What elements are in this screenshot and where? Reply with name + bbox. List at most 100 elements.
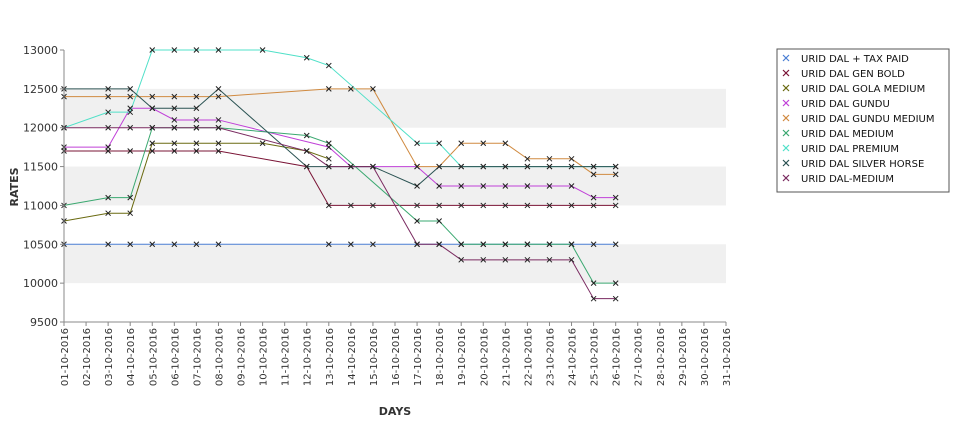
data-point: [149, 241, 156, 248]
x-tick-label: 29-10-2016: [678, 328, 689, 386]
data-point: [414, 163, 420, 170]
legend-item: URID DAL GEN BOLD: [782, 69, 905, 80]
legend-label: URID DAL GEN BOLD: [801, 69, 905, 80]
data-point: [370, 241, 376, 248]
data-point: [524, 256, 531, 263]
data-point: [325, 155, 332, 162]
data-point: [193, 93, 200, 100]
data-point: [215, 47, 222, 53]
legend: URID DAL + TAX PAID URID DAL GEN BOLD URID…: [776, 48, 950, 193]
data-point: [612, 241, 619, 248]
data-point: [149, 105, 156, 112]
legend-marker: [782, 159, 790, 167]
data-point: [612, 202, 619, 209]
series-line: [64, 88, 616, 175]
legend-item: URID DAL GUNDU MEDIUM: [782, 114, 935, 125]
grid-bands: [64, 88, 726, 284]
x-tick-label: 05-10-2016: [148, 328, 159, 386]
data-point: [193, 241, 200, 248]
legend-label: URID DAL MEDIUM: [801, 129, 894, 140]
data-point: [127, 148, 134, 154]
data-point: [414, 202, 420, 209]
x-tick-label: 03-10-2016: [104, 328, 115, 386]
data-point: [502, 241, 509, 248]
data-point: [325, 241, 332, 248]
data-point: [612, 280, 619, 286]
data-point: [303, 163, 310, 170]
x-tick-label: 21-10-2016: [501, 328, 512, 386]
data-point: [127, 194, 134, 201]
data-point: [215, 124, 222, 131]
x-tick-label: 04-10-2016: [126, 328, 137, 386]
legend-label: URID DAL-MEDIUM: [801, 174, 894, 185]
data-point: [590, 295, 597, 302]
data-point: [193, 140, 200, 147]
legend-label: URID DAL GUNDU: [801, 99, 890, 110]
legend-item: URID DAL-MEDIUM: [782, 174, 894, 185]
data-point: [370, 163, 376, 170]
data-point: [149, 124, 156, 131]
data-point: [480, 183, 487, 189]
data-point: [480, 241, 487, 248]
legend-marker: [782, 69, 790, 77]
data-point: [370, 86, 376, 92]
data-point: [171, 140, 178, 147]
x-tick-label: 13-10-2016: [325, 328, 336, 386]
y-tick-label: 11000: [23, 199, 58, 212]
x-tick-label: 15-10-2016: [369, 328, 380, 386]
data-point: [127, 93, 134, 100]
data-point: [414, 241, 420, 248]
data-point: [193, 105, 200, 112]
x-tick-label: 07-10-2016: [192, 328, 203, 386]
y-tick-label: 13000: [23, 44, 58, 57]
data-point: [524, 155, 531, 162]
x-tick-label: 12-10-2016: [303, 328, 314, 386]
data-point: [590, 241, 597, 248]
x-tick-label: 31-10-2016: [722, 328, 733, 386]
y-tick-label: 10000: [23, 277, 58, 290]
data-point: [348, 86, 354, 92]
data-point: [193, 117, 200, 123]
x-tick-label: 14-10-2016: [347, 328, 358, 386]
data-point: [568, 163, 575, 170]
data-point: [259, 140, 266, 147]
x-tick-label: 30-10-2016: [700, 328, 711, 386]
legend-label: URID DAL SILVER HORSE: [801, 159, 924, 170]
data-point: [612, 194, 619, 201]
data-point: [524, 202, 531, 209]
data-point: [502, 256, 509, 263]
data-point: [325, 86, 332, 92]
data-point: [149, 47, 156, 53]
data-point: [458, 256, 465, 263]
data-point: [215, 117, 222, 123]
data-point: [127, 124, 134, 131]
data-point: [370, 202, 376, 209]
x-tick-label: 24-10-2016: [568, 328, 579, 386]
data-point: [303, 148, 310, 154]
data-point: [458, 140, 465, 147]
data-point: [127, 210, 134, 217]
data-point: [259, 47, 266, 53]
legend-marker: [782, 114, 790, 122]
y-tick-label: 12500: [23, 83, 58, 96]
grid-band: [64, 244, 726, 284]
data-point: [215, 241, 222, 248]
data-point: [436, 163, 442, 170]
data-point: [171, 117, 178, 123]
x-tick-label: 23-10-2016: [545, 328, 556, 386]
data-point: [303, 132, 310, 139]
x-tick-label: 16-10-2016: [391, 328, 402, 386]
data-point: [105, 109, 111, 116]
x-tick-label: 25-10-2016: [590, 328, 601, 386]
data-point: [436, 183, 442, 189]
data-point: [458, 163, 465, 170]
data-point: [524, 163, 531, 170]
x-tick-label: 09-10-2016: [237, 328, 248, 386]
data-point: [105, 93, 111, 100]
data-point: [414, 140, 420, 147]
data-point: [458, 202, 465, 209]
data-point: [546, 155, 553, 162]
data-point: [568, 183, 575, 189]
x-tick-label: 17-10-2016: [413, 328, 424, 386]
